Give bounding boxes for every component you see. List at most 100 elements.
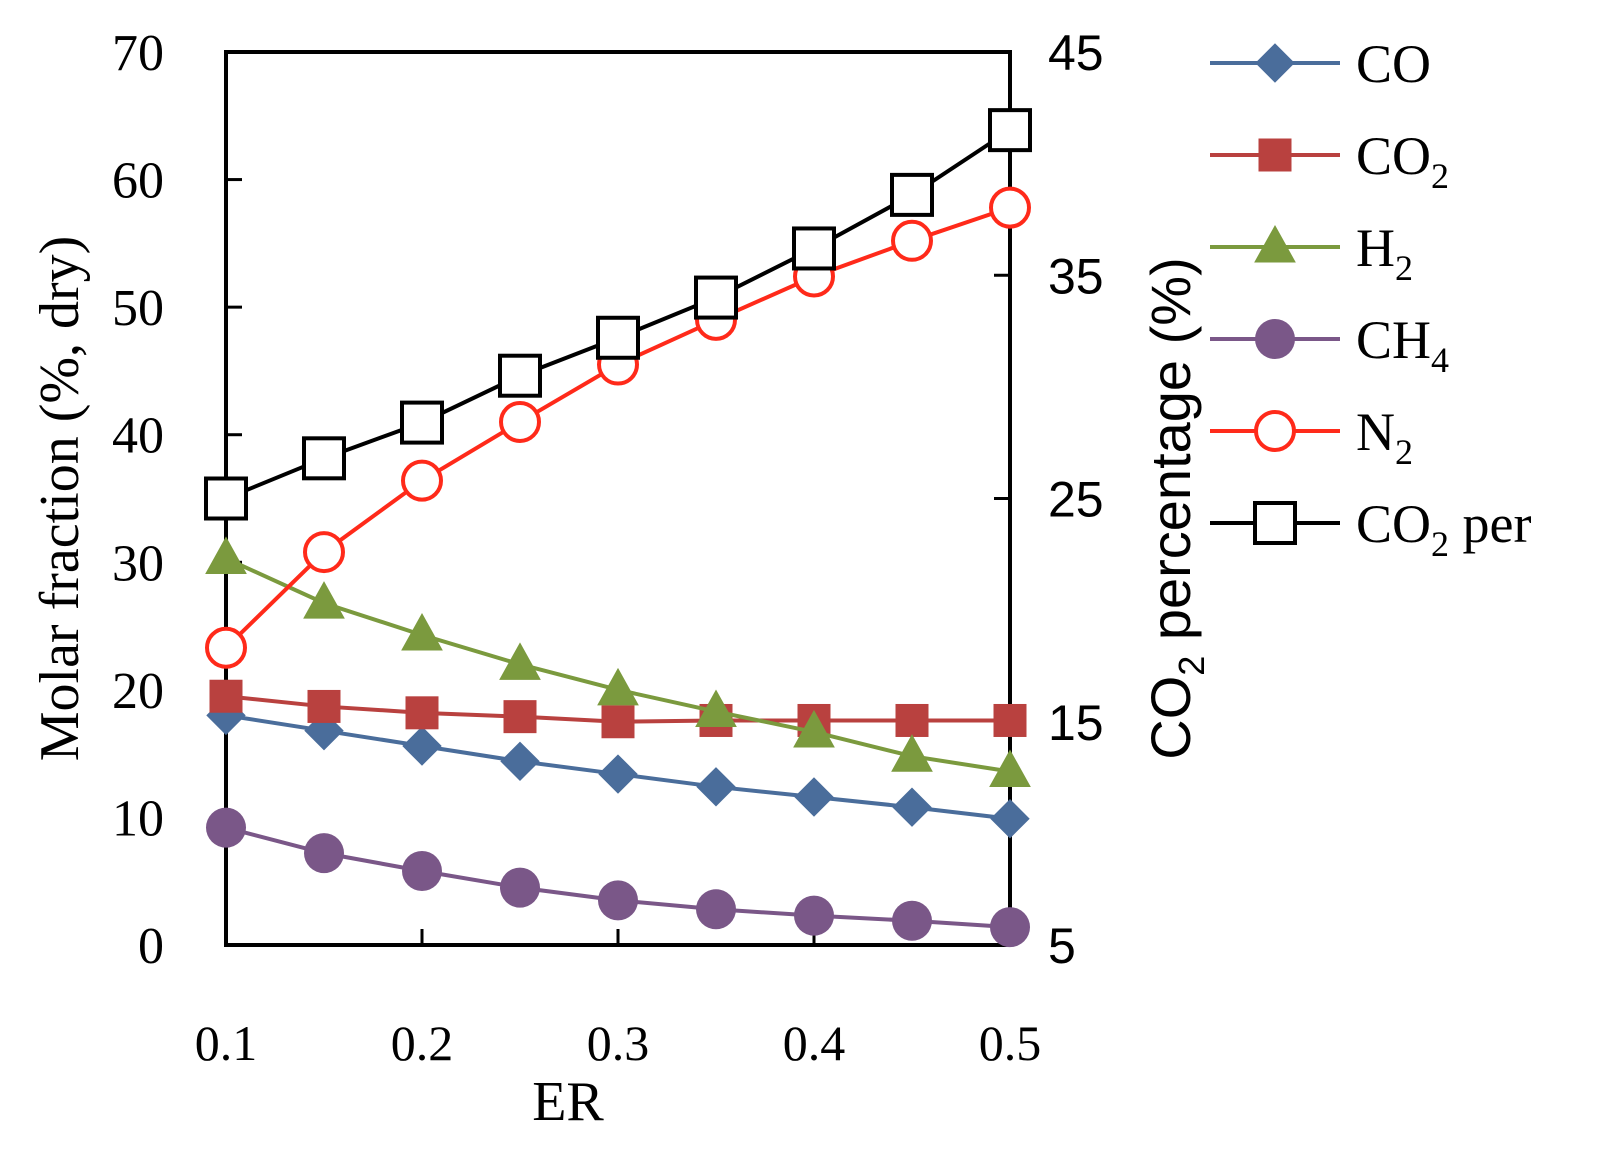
- series-4: [205, 186, 1031, 669]
- data-point: [206, 807, 246, 848]
- legend-name: CO: [1356, 34, 1431, 94]
- axes-layer: 0 10 20 30 40 50 60 70 5 15 25 35 45 0.1 0.2 0.3 0.4 0.5: [112, 25, 1104, 1071]
- data-point: [993, 703, 1027, 737]
- right-tick-label: 25: [1048, 472, 1104, 528]
- legend-subscript: 2: [1395, 248, 1413, 288]
- legend-subscript: 4: [1431, 340, 1449, 380]
- series-2: [205, 536, 1031, 788]
- series-0: [206, 695, 1030, 839]
- series-5: [204, 108, 1032, 521]
- data-point: [405, 696, 439, 730]
- data-point: [598, 754, 638, 794]
- data-point: [988, 108, 1032, 153]
- legend-subscript: 2: [1395, 432, 1413, 472]
- data-point: [695, 689, 737, 728]
- legend-subscript: 2: [1431, 524, 1449, 564]
- left-axis-title: Molar fraction (%, dry): [29, 236, 91, 762]
- data-point: [596, 315, 640, 360]
- data-point: [500, 867, 540, 908]
- data-point: [989, 749, 1031, 788]
- right-axis-title-rest: percentage (%): [1139, 257, 1202, 655]
- legend-entry-3: CH4: [1210, 310, 1449, 380]
- legend-label: CO: [1356, 34, 1431, 94]
- data-point: [990, 907, 1030, 948]
- data-point: [205, 626, 247, 669]
- x-tick-label: 0.4: [783, 1015, 846, 1071]
- left-tick-label: 10: [112, 790, 164, 847]
- legend-entry-5: CO2 per: [1210, 494, 1531, 564]
- legend-name: N: [1356, 402, 1395, 462]
- right-axis-title-subscript: 2: [1171, 656, 1212, 676]
- data-point: [499, 400, 541, 443]
- legend-marker: [1254, 224, 1296, 263]
- data-point: [401, 459, 443, 502]
- data-point: [304, 833, 344, 874]
- data-point: [891, 734, 933, 772]
- legend-marker: [1254, 410, 1296, 452]
- data-point: [499, 642, 541, 680]
- legend-name: H: [1356, 218, 1395, 278]
- legend-entry-2: H2: [1210, 218, 1413, 288]
- data-point: [890, 172, 934, 217]
- data-point: [892, 787, 932, 827]
- right-tick-label: 5: [1048, 918, 1076, 974]
- right-tick-label: 35: [1048, 248, 1104, 304]
- data-point: [990, 798, 1030, 839]
- legend-subscript: 2: [1431, 156, 1449, 196]
- data-point: [500, 741, 540, 782]
- data-point: [891, 219, 933, 262]
- legend-label: H2: [1356, 218, 1413, 288]
- data-point: [895, 703, 929, 737]
- data-point: [303, 581, 345, 619]
- data-point: [503, 700, 537, 734]
- left-tick-label: 60: [112, 153, 164, 210]
- axis-labels: ER Molar fraction (%, dry) CO2 percentage …: [29, 236, 1212, 1133]
- legend-name: CO: [1356, 126, 1431, 186]
- data-point: [401, 612, 443, 651]
- data-point: [402, 851, 442, 892]
- data-point: [794, 895, 834, 936]
- right-axis-title-main: CO: [1139, 676, 1202, 760]
- legend-label: N2: [1356, 402, 1413, 472]
- left-tick-label: 50: [112, 280, 164, 337]
- data-point: [597, 667, 639, 706]
- x-tick-label: 0.5: [979, 1015, 1042, 1071]
- data-point: [792, 226, 836, 271]
- series-line: [225, 556, 1011, 774]
- x-tick-label: 0.3: [587, 1015, 650, 1071]
- x-tick-label: 0.2: [391, 1015, 454, 1071]
- left-tick-label: 20: [112, 663, 164, 720]
- legend-label: CH4: [1356, 310, 1449, 380]
- legend-marker: [1258, 138, 1292, 172]
- legend-entry-1: CO2: [1210, 126, 1449, 196]
- left-tick-label: 0: [138, 918, 164, 975]
- data-point: [696, 767, 736, 807]
- legend-label: CO2: [1356, 126, 1449, 196]
- series-layer: [204, 108, 1032, 948]
- data-point: [892, 900, 932, 941]
- data-point: [793, 709, 835, 748]
- legend-name: CH: [1356, 310, 1431, 370]
- data-point: [694, 275, 738, 320]
- data-point: [402, 726, 442, 766]
- data-point: [989, 186, 1031, 229]
- legend-marker: [1255, 43, 1295, 83]
- right-axis-title: CO2 percentage (%): [1139, 257, 1212, 759]
- left-tick-label: 40: [112, 408, 164, 465]
- legend-marker: [1253, 501, 1297, 545]
- data-point: [209, 679, 243, 713]
- legend-entry-0: CO: [1210, 34, 1431, 94]
- legend-marker: [1255, 319, 1295, 359]
- data-point: [794, 777, 834, 817]
- legend-entry-4: N2: [1210, 402, 1413, 472]
- legend-name: CO: [1356, 494, 1431, 554]
- legend-label: CO2 per: [1356, 494, 1531, 564]
- data-point: [696, 889, 736, 930]
- x-tick-label: 0.1: [195, 1015, 258, 1071]
- data-point: [598, 880, 638, 921]
- data-point: [303, 531, 345, 574]
- right-tick-label: 15: [1048, 695, 1104, 751]
- data-point: [307, 689, 341, 723]
